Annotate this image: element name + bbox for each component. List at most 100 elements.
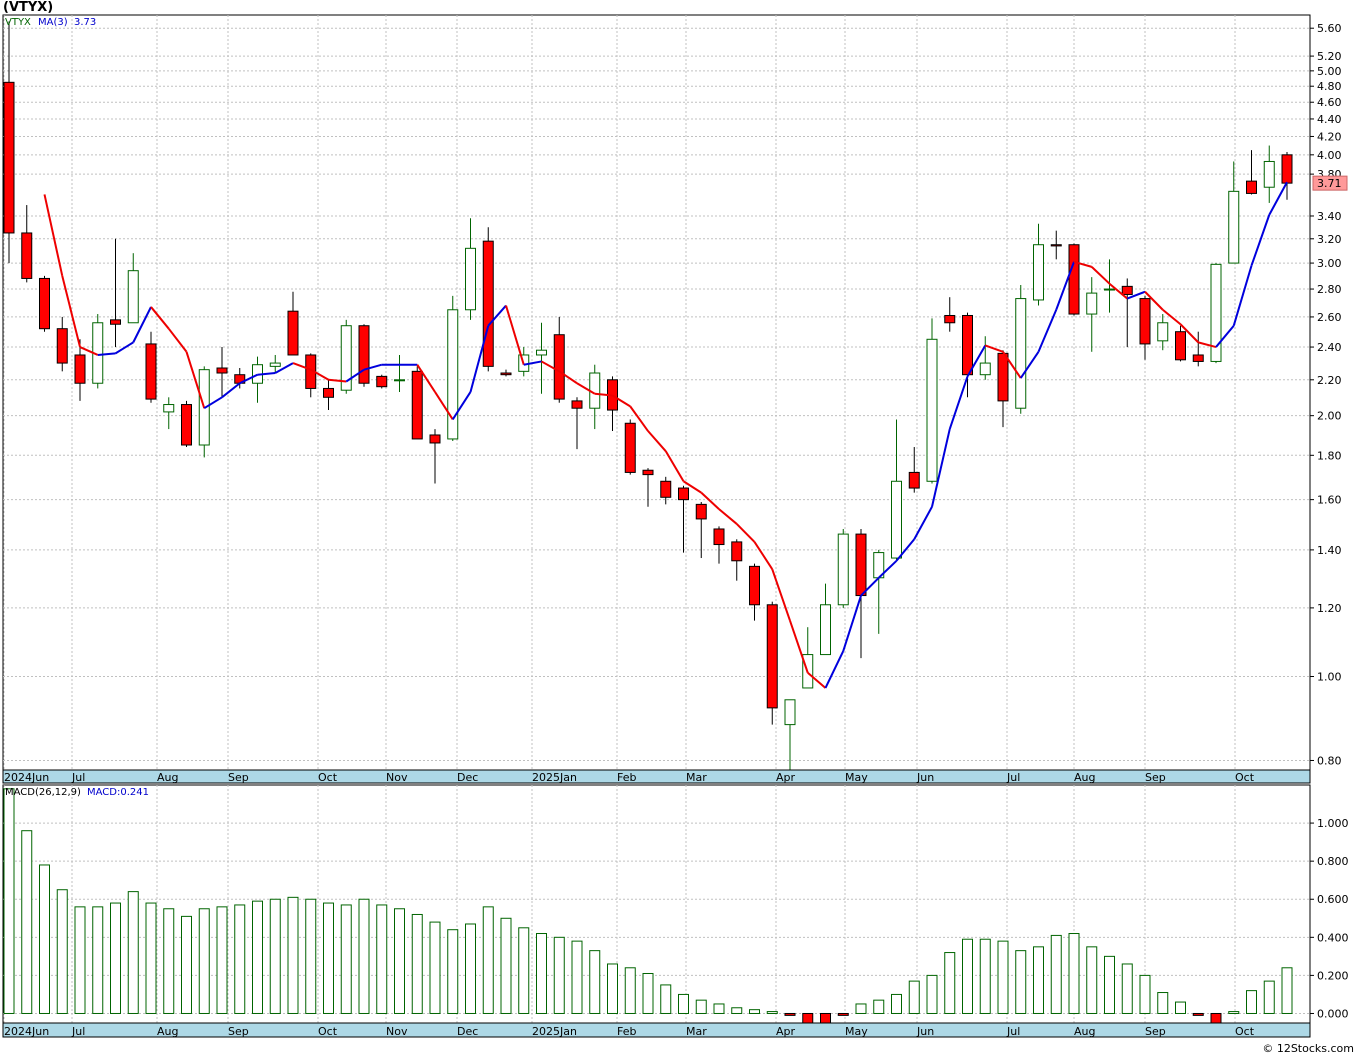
candle	[198, 366, 210, 458]
macd-bar	[447, 929, 459, 1014]
ma-line-segment	[789, 620, 809, 674]
candle	[1139, 295, 1151, 360]
legend-ma: MA(3)	[38, 17, 68, 28]
candle-body	[766, 604, 778, 709]
candle	[465, 218, 476, 320]
candle	[1050, 230, 1062, 260]
macd-bar	[926, 974, 938, 1014]
macd-bar	[1281, 967, 1293, 1014]
ma-line-segment	[1232, 265, 1253, 327]
macd-panel: 1.000 0.800 0.600 0.400 0.200 0.000 MACD(26,12…	[2, 784, 1349, 1038]
macd-bar	[1104, 955, 1115, 1014]
macd-bar	[145, 902, 157, 1014]
ma-line-segment	[611, 394, 631, 408]
candle	[500, 369, 512, 377]
ma-line-segment	[1019, 351, 1040, 379]
macd-bar	[305, 898, 317, 1014]
ma-line-segment	[79, 346, 99, 356]
macd-bar	[855, 1003, 867, 1014]
candle-body	[21, 232, 33, 279]
candle	[394, 354, 405, 392]
price-x-tick-label: Aug	[1074, 771, 1095, 784]
candle-body	[323, 387, 334, 398]
ma-line-segment	[1250, 214, 1271, 266]
candle	[482, 227, 494, 372]
candle	[163, 397, 175, 430]
candle-body	[1281, 154, 1293, 184]
macd-bar	[731, 1007, 743, 1014]
macd-x-tick-label: Aug	[157, 1025, 178, 1038]
ma-line-segment	[1197, 341, 1217, 349]
price-x-tick-label: Mar	[686, 771, 707, 784]
candle	[749, 563, 760, 621]
ma-line-segment	[664, 450, 685, 482]
candle-body	[181, 404, 192, 446]
macd-bar	[642, 972, 654, 1014]
price-x-axis-band	[2, 769, 1311, 784]
ma-line-segment	[487, 304, 507, 327]
candle	[447, 295, 459, 441]
ma-line-segment	[1091, 266, 1111, 285]
candle	[3, 21, 15, 264]
candle	[1246, 150, 1257, 195]
macd-bar	[908, 980, 920, 1014]
candle-body	[482, 240, 494, 367]
candle-body	[713, 528, 725, 546]
price-tick-label: 1.40	[1317, 544, 1342, 557]
candle	[695, 501, 707, 559]
candle-body	[855, 533, 867, 597]
candle	[1015, 285, 1027, 414]
macd-x-tick-label: Sep	[1145, 1025, 1166, 1038]
macd-x-tick-label: 2025Jan	[532, 1025, 577, 1038]
candle	[1121, 278, 1133, 348]
ma-line-segment	[469, 325, 490, 393]
candle-body	[837, 533, 849, 606]
price-x-tick-label: Sep	[228, 771, 249, 784]
macd-bar	[1157, 992, 1169, 1014]
ma-line-segment	[1162, 308, 1182, 326]
candle-body	[1050, 244, 1062, 247]
macd-bar	[3, 788, 15, 1014]
candle-body	[962, 314, 973, 376]
macd-bar	[1086, 946, 1098, 1014]
ma-line-segment	[114, 341, 134, 355]
price-tick-label: 4.00	[1317, 149, 1342, 162]
candle	[908, 447, 920, 493]
macd-bar	[56, 889, 68, 1014]
macd-x-tick-label: Jun	[916, 1025, 934, 1038]
price-x-tick-label: Aug	[157, 771, 178, 784]
candle	[1086, 277, 1098, 352]
candle	[411, 366, 423, 440]
candle	[820, 583, 831, 656]
candle	[1263, 145, 1275, 203]
candle	[145, 331, 157, 403]
candle	[1157, 314, 1169, 351]
candle	[56, 316, 68, 372]
ma-line-segment	[682, 480, 702, 494]
ma-line-segment	[1144, 291, 1164, 311]
candle-body	[820, 604, 831, 656]
candle-body	[536, 349, 547, 356]
candle	[536, 322, 547, 394]
macd-bar	[234, 904, 246, 1014]
price-tick-label: 1.80	[1317, 449, 1342, 462]
price-x-tick-label: Nov	[386, 771, 408, 784]
macd-tick-label: 0.600	[1317, 893, 1349, 906]
price-x-tick-label: Apr	[776, 771, 796, 784]
candle	[216, 347, 228, 398]
macd-bar	[21, 830, 33, 1014]
macd-bar	[607, 963, 618, 1014]
candle	[429, 429, 441, 484]
macd-bar	[1015, 950, 1027, 1014]
last-price-tag	[1312, 175, 1348, 191]
candle-body	[1246, 180, 1257, 194]
ma-line-segment	[1037, 309, 1058, 353]
price-tick-label: 3.40	[1317, 210, 1342, 223]
macd-x-tick-label: Apr	[776, 1025, 796, 1038]
candle-body	[1228, 190, 1240, 264]
macd-bar	[678, 993, 689, 1014]
price-tick-label: 2.20	[1317, 374, 1342, 387]
macd-bar	[766, 1011, 778, 1014]
candle	[713, 526, 725, 564]
